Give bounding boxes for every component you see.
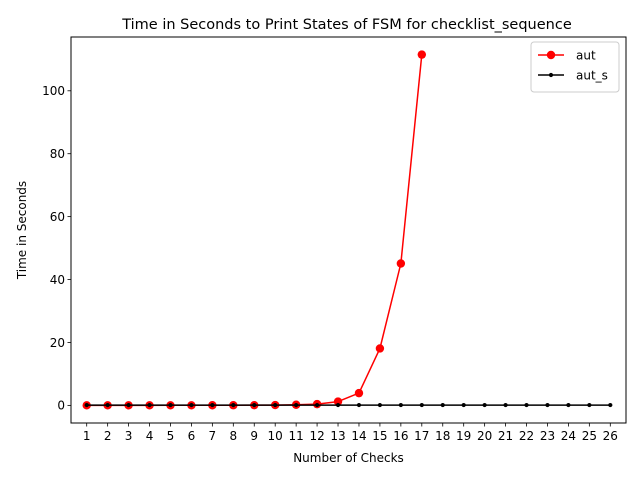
x-tick-label: 13 [330, 429, 345, 443]
x-tick-label: 9 [250, 429, 258, 443]
x-tick-label: 24 [561, 429, 576, 443]
x-tick-label: 25 [582, 429, 597, 443]
y-axis-title: Time in Seconds [15, 181, 29, 280]
data-point-aut_s [566, 402, 571, 408]
data-point-aut_s [231, 402, 236, 408]
x-tick-label: 8 [229, 429, 237, 443]
chart-title: Time in Seconds to Print States of FSM f… [121, 17, 572, 33]
data-point-aut_s [252, 402, 257, 408]
data-point-aut_s [189, 402, 194, 408]
x-tick-label: 20 [477, 429, 492, 443]
data-point-aut_s [168, 402, 173, 408]
x-tick-label: 3 [125, 429, 133, 443]
legend-marker-aut_s [548, 72, 554, 78]
data-point-aut_s [398, 402, 403, 408]
data-point-aut_s [314, 402, 320, 408]
x-tick-label: 1 [83, 429, 91, 443]
data-point-aut_s [294, 402, 299, 408]
y-tick-label: 60 [50, 210, 65, 224]
data-point-aut_s [503, 402, 508, 408]
x-tick-label: 7 [209, 429, 217, 443]
data-point-aut_s [440, 402, 445, 408]
x-tick-label: 11 [289, 429, 304, 443]
data-point-aut_s [377, 402, 383, 408]
plot-area [82, 50, 613, 410]
x-tick-label: 23 [540, 429, 555, 443]
y-tick-label: 80 [50, 147, 65, 161]
x-tick-label: 4 [146, 429, 154, 443]
x-tick-label: 17 [414, 429, 429, 443]
data-point-aut_s [105, 402, 110, 408]
data-point-aut_s [126, 402, 131, 408]
plot-frame [70, 36, 627, 424]
x-tick-label: 6 [188, 429, 196, 443]
x-tick-label: 10 [268, 429, 283, 443]
data-point-aut [333, 397, 343, 406]
y-tick-label: 0 [57, 399, 65, 413]
data-point-aut_s [524, 402, 529, 408]
y-tick-label: 100 [42, 84, 65, 98]
y-tick-label: 40 [50, 273, 65, 287]
x-tick-label: 2 [104, 429, 112, 443]
data-point-aut_s [84, 402, 89, 408]
data-point-aut_s [147, 402, 152, 408]
data-point-aut_s [210, 402, 215, 408]
x-tick-label: 22 [519, 429, 534, 443]
x-tick-label: 18 [435, 429, 450, 443]
data-point-aut_s [587, 402, 592, 408]
legend: aut aut_s [530, 41, 620, 93]
data-point-aut_s [273, 402, 278, 408]
data-point-aut_s [356, 402, 362, 408]
data-point-aut_s [608, 402, 613, 408]
legend-box [530, 41, 620, 93]
data-point-aut_s [461, 402, 466, 408]
x-axis-title: Number of Checks [293, 451, 404, 465]
data-point-aut [396, 259, 406, 268]
data-point-aut_s [545, 402, 550, 408]
legend-marker-aut [546, 50, 556, 60]
data-point-aut [375, 344, 385, 353]
y-tick-label: 20 [50, 336, 65, 350]
data-point-aut_s [335, 402, 341, 408]
x-tick-label: 26 [603, 429, 618, 443]
x-tick-label: 12 [309, 429, 324, 443]
x-tick-label: 14 [351, 429, 366, 443]
data-point-aut_s [482, 402, 487, 408]
data-point-aut [417, 50, 427, 59]
x-tick-label: 19 [456, 429, 471, 443]
x-tick-label: 21 [498, 429, 513, 443]
x-tick-label: 16 [393, 429, 408, 443]
data-point-aut [354, 388, 364, 398]
axes-ticks: 1 2 3 4 5 6 7 8 9 10 11 12 13 14 15 16 17 18 19 20 21 22 23 24 2… [42, 84, 618, 443]
x-tick-label: 15 [372, 429, 387, 443]
legend-label-aut_s: aut_s [576, 68, 608, 82]
legend-label-aut: aut [576, 48, 596, 62]
x-tick-label: 5 [167, 429, 175, 443]
data-point-aut_s [419, 402, 424, 408]
